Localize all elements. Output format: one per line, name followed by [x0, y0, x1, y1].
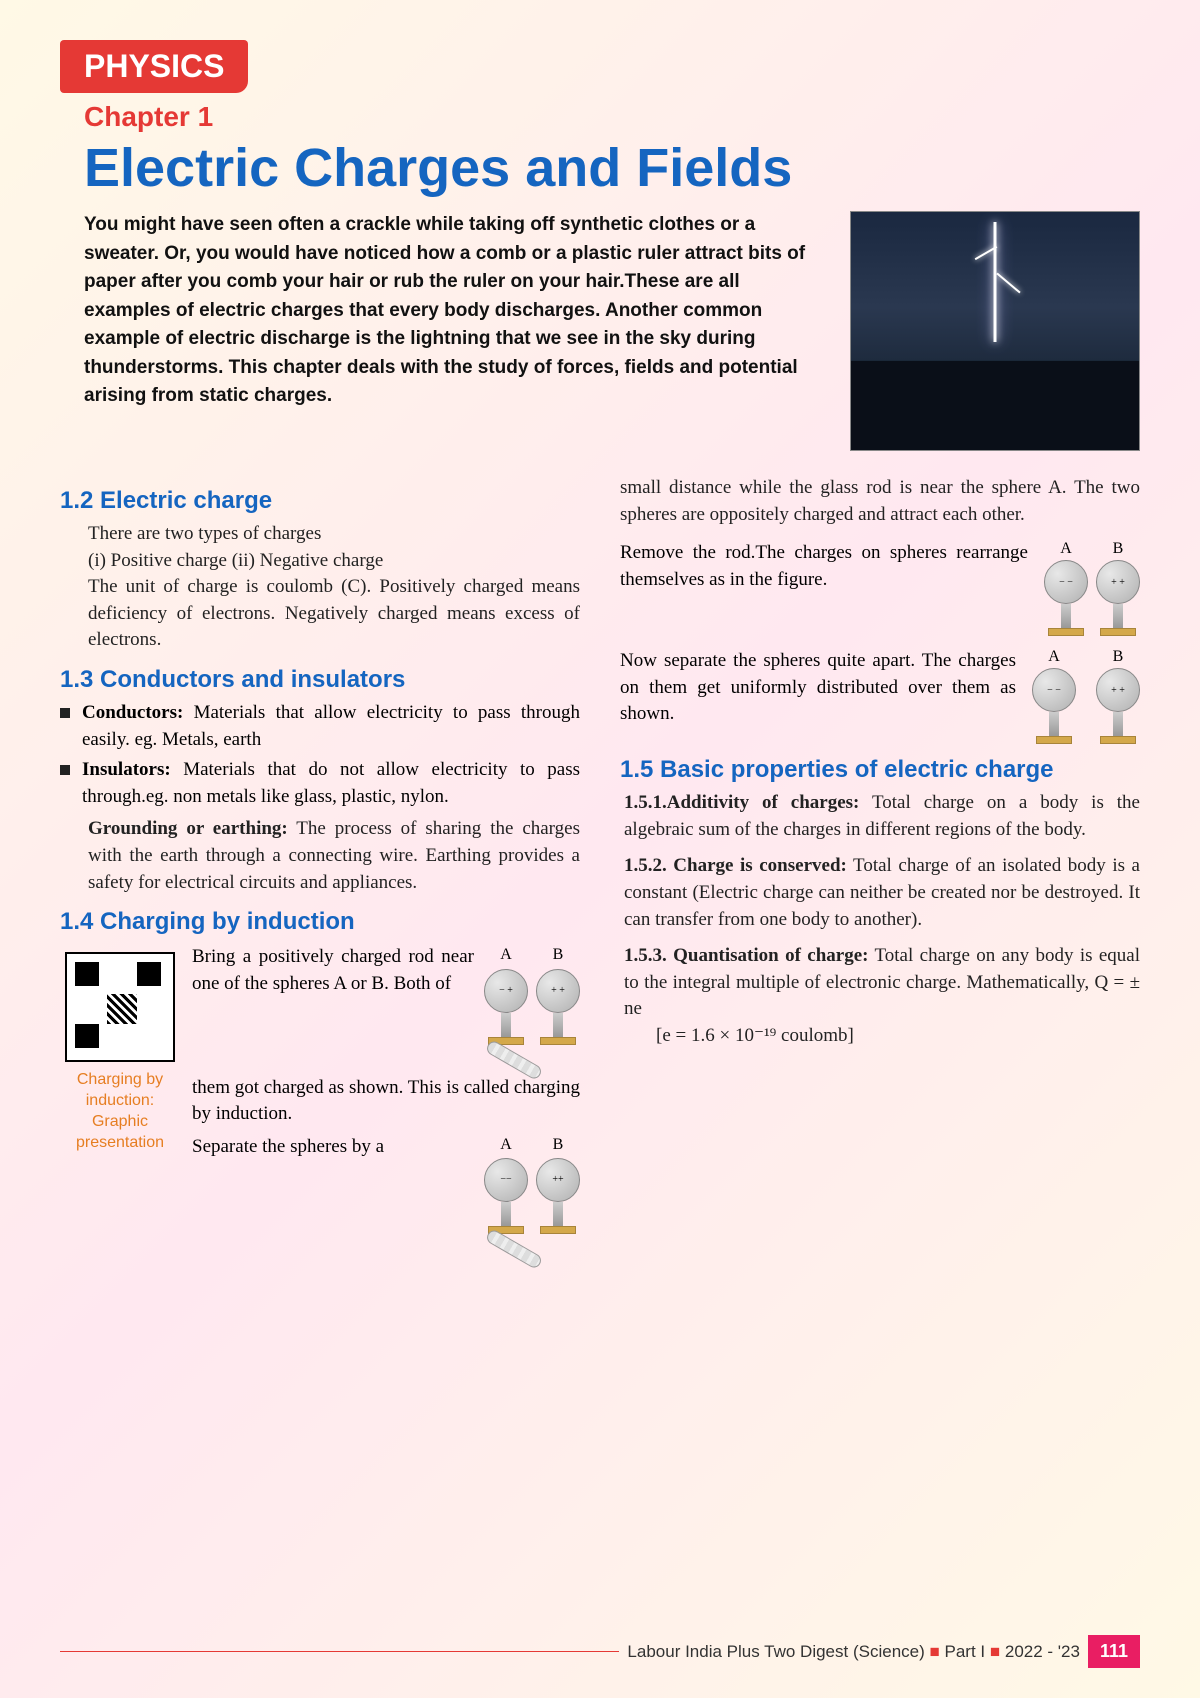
- sphere-b-label-4: B: [1096, 648, 1140, 666]
- charged-rod-icon-2: [485, 1228, 544, 1270]
- sphere-diagram-2: A −− B ++: [484, 1134, 580, 1264]
- left-column: 1.2 Electric charge There are two types …: [60, 475, 580, 1264]
- sphere-a-label-2: A: [484, 1134, 528, 1156]
- lightning-image: [850, 211, 1140, 451]
- heading-1-2: 1.2 Electric charge: [60, 487, 580, 515]
- qr-caption: Charging by induction: Graphic presentat…: [60, 1070, 180, 1153]
- s14-p1b: them got charged as shown. This is calle…: [192, 1075, 580, 1128]
- col2-p3: Now separate the spheres quite apart. Th…: [620, 648, 1016, 728]
- sphere-diagram-3: A − − B + +: [1044, 540, 1140, 636]
- conserved-label: 1.5.2. Charge is conserved:: [624, 855, 847, 876]
- chapter-title: Electric Charges and Fields: [84, 137, 1140, 199]
- sphere-a-label-3: A: [1044, 540, 1088, 558]
- page-number: 111: [1088, 1635, 1140, 1668]
- induction-block: Charging by induction: Graphic presentat…: [60, 944, 580, 1264]
- s12-p2: (i) Positive charge (ii) Negative charge: [60, 548, 580, 575]
- intro-text: You might have seen often a crackle whil…: [60, 211, 830, 451]
- bullet-icon: [60, 765, 70, 775]
- page-footer: Labour India Plus Two Digest (Science) ■…: [60, 1635, 1140, 1668]
- s14-p1a: Bring a positively charged rod near one …: [192, 944, 474, 997]
- fig-row-2: Now separate the spheres quite apart. Th…: [620, 648, 1140, 744]
- footer-text: Labour India Plus Two Digest (Science) ■…: [627, 1642, 1080, 1662]
- col2-p2: Remove the rod.The charges on spheres re…: [620, 540, 1028, 593]
- bullet-conductors: Conductors: Materials that allow electri…: [60, 700, 580, 753]
- s12-p1: There are two types of charges: [60, 521, 580, 548]
- sphere-a-label-4: A: [1032, 648, 1076, 666]
- subject-badge: PHYSICS: [60, 40, 248, 93]
- sphere-diagram-1: A − + B + +: [484, 944, 580, 1074]
- sphere-a-label: A: [484, 944, 528, 966]
- two-column-body: 1.2 Electric charge There are two types …: [60, 475, 1140, 1264]
- qr-code[interactable]: [65, 952, 175, 1062]
- textbook-page: PHYSICS Chapter 1 Electric Charges and F…: [0, 0, 1200, 1698]
- sphere-diagram-4: A − − B + +: [1032, 648, 1140, 744]
- electron-charge-eq: [e = 1.6 × 10⁻¹⁹ coulomb]: [620, 1023, 1140, 1050]
- bullet-icon: [60, 708, 70, 718]
- insulators-label: Insulators:: [82, 759, 171, 780]
- right-column: small distance while the glass rod is ne…: [620, 475, 1140, 1264]
- conductors-label: Conductors:: [82, 702, 183, 723]
- fig-row-1: Remove the rod.The charges on spheres re…: [620, 540, 1140, 636]
- s12-p3: The unit of charge is coulomb (C). Posit…: [60, 574, 580, 654]
- col2-p1: small distance while the glass rod is ne…: [620, 475, 1140, 528]
- intro-row: You might have seen often a crackle whil…: [60, 211, 1140, 451]
- sphere-b-label-2: B: [536, 1134, 580, 1156]
- heading-1-5: 1.5 Basic properties of electric charge: [620, 756, 1140, 784]
- additivity-label: 1.5.1.Additivity of charges:: [624, 792, 859, 813]
- sphere-b-label: B: [536, 944, 580, 966]
- sphere-b-label-3: B: [1096, 540, 1140, 558]
- chapter-label: Chapter 1: [84, 101, 1140, 133]
- heading-1-3: 1.3 Conductors and insulators: [60, 666, 580, 694]
- grounding-label: Grounding or earthing:: [88, 818, 288, 839]
- bullet-insulators: Insulators: Materials that do not allow …: [60, 757, 580, 810]
- s14-p2: Separate the spheres by a: [192, 1134, 474, 1161]
- footer-rule: [60, 1651, 619, 1652]
- heading-1-4: 1.4 Charging by induction: [60, 908, 580, 936]
- quantisation-label: 1.5.3. Quantisation of charge:: [624, 945, 868, 966]
